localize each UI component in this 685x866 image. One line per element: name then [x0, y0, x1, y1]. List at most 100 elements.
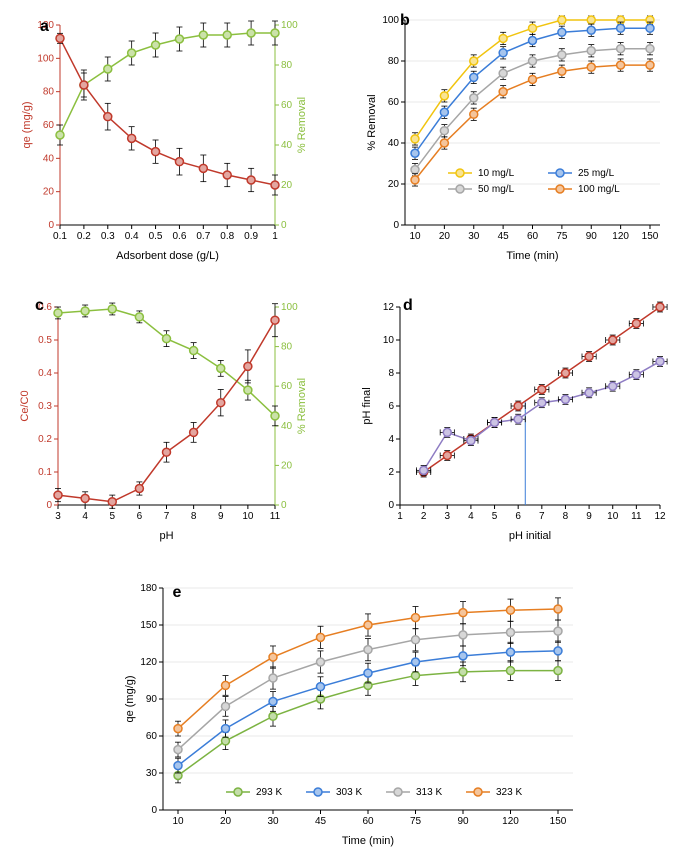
- panel-b: b 10203045607590120150020406080100Time (…: [345, 10, 675, 280]
- panel-a: a 0.10.20.30.40.50.60.70.80.910204060801…: [10, 10, 325, 280]
- svg-text:4: 4: [468, 511, 474, 522]
- svg-text:pH final: pH final: [361, 387, 373, 424]
- svg-text:120: 120: [612, 231, 629, 242]
- svg-text:303 K: 303 K: [336, 787, 362, 798]
- svg-text:0.4: 0.4: [125, 231, 139, 242]
- svg-text:313 K: 313 K: [416, 787, 442, 798]
- panel-d-label: d: [403, 297, 413, 315]
- chart-b: 10203045607590120150020406080100Time (mi…: [345, 10, 675, 280]
- panel-d: d 123456789101112024681012pH initialpH f…: [345, 295, 675, 555]
- svg-text:3: 3: [55, 511, 61, 522]
- svg-text:30: 30: [267, 816, 279, 827]
- svg-text:6: 6: [137, 511, 143, 522]
- svg-text:100: 100: [281, 302, 298, 313]
- svg-text:6: 6: [515, 511, 521, 522]
- svg-text:150: 150: [549, 816, 566, 827]
- svg-text:20: 20: [219, 816, 231, 827]
- svg-text:0.5: 0.5: [149, 231, 163, 242]
- svg-text:180: 180: [140, 583, 157, 594]
- svg-text:0.6: 0.6: [172, 231, 186, 242]
- svg-text:25 mg/L: 25 mg/L: [578, 168, 615, 179]
- chart-a: 0.10.20.30.40.50.60.70.80.91020406080100…: [10, 10, 320, 280]
- svg-text:20: 20: [43, 187, 55, 198]
- svg-text:0.3: 0.3: [38, 401, 52, 412]
- svg-text:pH: pH: [159, 530, 173, 542]
- svg-text:10: 10: [172, 816, 184, 827]
- svg-text:100 mg/L: 100 mg/L: [578, 184, 620, 195]
- svg-text:12: 12: [383, 302, 395, 313]
- svg-text:0: 0: [281, 500, 287, 511]
- chart-e: 102030456075901201500306090120150180Time…: [93, 570, 593, 860]
- svg-text:2: 2: [421, 511, 427, 522]
- svg-text:4: 4: [388, 434, 394, 445]
- svg-text:80: 80: [388, 56, 400, 67]
- svg-text:10: 10: [409, 231, 421, 242]
- svg-text:80: 80: [43, 87, 55, 98]
- svg-text:8: 8: [563, 511, 569, 522]
- svg-text:11: 11: [631, 511, 642, 522]
- svg-text:0: 0: [388, 500, 394, 511]
- svg-text:20: 20: [439, 231, 451, 242]
- svg-text:40: 40: [281, 140, 293, 151]
- panel-c: c 3456789101100.10.20.30.40.50.602040608…: [10, 295, 325, 555]
- svg-text:20: 20: [281, 460, 293, 471]
- svg-text:30: 30: [145, 768, 157, 779]
- svg-text:60: 60: [43, 120, 55, 131]
- svg-text:150: 150: [642, 231, 659, 242]
- panel-e-wrapper: e 102030456075901201500306090120150180Ti…: [10, 570, 675, 860]
- svg-text:0: 0: [281, 220, 287, 231]
- svg-text:0.3: 0.3: [101, 231, 115, 242]
- svg-text:150: 150: [140, 620, 157, 631]
- panel-a-label: a: [40, 18, 49, 36]
- svg-text:0.8: 0.8: [220, 231, 234, 242]
- svg-text:1: 1: [397, 511, 403, 522]
- svg-text:120: 120: [502, 816, 519, 827]
- svg-text:0.9: 0.9: [244, 231, 258, 242]
- svg-text:45: 45: [498, 231, 510, 242]
- svg-text:80: 80: [281, 60, 293, 71]
- svg-text:9: 9: [218, 511, 224, 522]
- svg-text:% Removal: % Removal: [296, 378, 308, 434]
- svg-text:100: 100: [37, 53, 54, 64]
- svg-text:90: 90: [457, 816, 469, 827]
- svg-text:0.1: 0.1: [53, 231, 67, 242]
- chart-d: 123456789101112024681012pH initialpH fin…: [345, 295, 675, 555]
- svg-text:60: 60: [281, 100, 293, 111]
- svg-text:pH initial: pH initial: [509, 530, 551, 542]
- svg-text:60: 60: [527, 231, 539, 242]
- svg-text:8: 8: [388, 368, 394, 379]
- svg-text:50 mg/L: 50 mg/L: [478, 184, 515, 195]
- svg-text:80: 80: [281, 342, 293, 353]
- svg-text:7: 7: [164, 511, 170, 522]
- svg-text:1: 1: [272, 231, 278, 242]
- svg-text:7: 7: [539, 511, 545, 522]
- svg-text:60: 60: [281, 381, 293, 392]
- panel-b-label: b: [400, 12, 410, 30]
- svg-text:75: 75: [556, 231, 568, 242]
- svg-text:0: 0: [393, 220, 399, 231]
- svg-text:qe (mg/g): qe (mg/g): [124, 675, 136, 722]
- svg-text:% Removal: % Removal: [366, 94, 378, 150]
- svg-text:40: 40: [281, 421, 293, 432]
- svg-text:0.1: 0.1: [38, 467, 52, 478]
- svg-text:20: 20: [388, 179, 400, 190]
- svg-text:40: 40: [388, 138, 400, 149]
- svg-text:60: 60: [362, 816, 374, 827]
- svg-text:40: 40: [43, 153, 55, 164]
- svg-text:10: 10: [383, 335, 395, 346]
- svg-text:Ce/C0: Ce/C0: [19, 390, 31, 421]
- figure-grid: a 0.10.20.30.40.50.60.70.80.910204060801…: [10, 10, 675, 860]
- panel-e: e 102030456075901201500306090120150180Ti…: [93, 570, 593, 860]
- svg-text:0.7: 0.7: [196, 231, 210, 242]
- svg-text:100: 100: [382, 15, 399, 26]
- svg-text:6: 6: [388, 401, 394, 412]
- svg-text:12: 12: [654, 511, 666, 522]
- svg-text:100: 100: [281, 20, 298, 31]
- svg-text:0.2: 0.2: [38, 434, 52, 445]
- svg-text:Time (min): Time (min): [506, 250, 558, 262]
- svg-text:30: 30: [468, 231, 480, 242]
- svg-text:60: 60: [388, 97, 400, 108]
- svg-text:0.4: 0.4: [38, 368, 52, 379]
- panel-c-label: c: [35, 297, 44, 315]
- svg-text:45: 45: [314, 816, 326, 827]
